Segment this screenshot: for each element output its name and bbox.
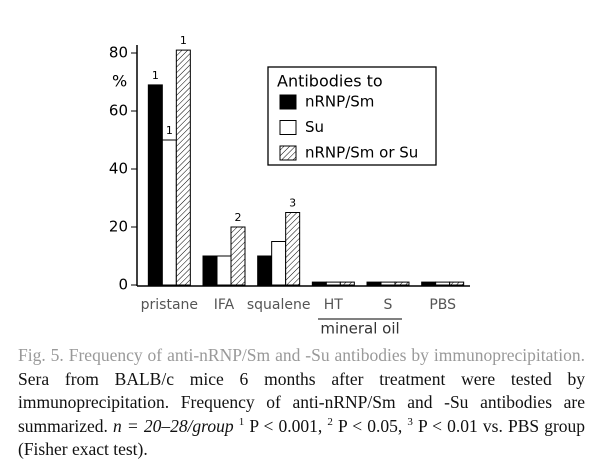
x-tick-label: pristane	[141, 297, 198, 313]
bar	[175, 49, 191, 286]
legend-label: nRNP/Sm	[305, 93, 374, 111]
chart: % mineral oil Antibodies to 0 20 40 60 80 pri…	[109, 34, 470, 338]
bar	[435, 281, 451, 286]
caption-body: Sera from BALB/c mice 6 months after tre…	[18, 368, 585, 436]
bar	[202, 255, 218, 286]
x-tick-label: S	[384, 297, 393, 313]
footnote-text: P < 0.001,	[249, 415, 323, 436]
bar	[366, 281, 382, 286]
significance-label: 1	[166, 124, 173, 137]
bar	[230, 226, 246, 286]
caption-title: Frequency of anti-nRNP/Sm and -Su antibo…	[68, 345, 586, 365]
bar	[257, 255, 273, 286]
y-tick-label: 40	[109, 160, 128, 178]
bar	[311, 281, 327, 286]
bar	[271, 241, 287, 286]
y-tick-label: 0	[118, 276, 128, 294]
bar	[421, 281, 437, 286]
bar	[216, 255, 232, 286]
y-tick-label: 80	[109, 44, 128, 62]
significance-label: 2	[235, 211, 242, 224]
footnote-text: P < 0.05,	[338, 415, 403, 436]
legend-label: nRNP/Sm or Su	[305, 144, 418, 162]
footnote-mark: 1	[238, 415, 245, 428]
y-tick-label: 20	[109, 218, 128, 236]
caption-label: Fig. 5.	[18, 345, 64, 365]
legend-swatch	[279, 94, 297, 110]
significance-label: 1	[152, 69, 159, 82]
legend-swatch	[279, 145, 297, 161]
bar	[339, 281, 355, 286]
x-tick-label: squalene	[247, 297, 311, 313]
legend-label: Su	[305, 118, 324, 136]
x-tick-label: HT	[324, 297, 344, 313]
legend-swatch	[279, 120, 297, 135]
significance-label: 1	[180, 34, 187, 47]
bar	[285, 212, 301, 286]
y-tick-label: 60	[109, 102, 128, 120]
x-tick-label: PBS	[429, 297, 456, 313]
footnote-text: P < 0.01 vs. PBS group (Fisher exact tes…	[18, 415, 586, 460]
bar	[325, 281, 341, 286]
bar	[147, 84, 163, 286]
x-tick-label: IFA	[214, 297, 235, 313]
bar	[394, 281, 410, 286]
legend-title: Antibodies to	[277, 72, 383, 91]
footnote-mark: 3	[407, 415, 413, 428]
group-label: mineral oil	[320, 320, 399, 338]
bar	[449, 281, 465, 286]
significance-label: 3	[289, 197, 296, 210]
footnote-mark: 2	[327, 415, 333, 428]
bar	[380, 281, 396, 286]
caption: Fig. 5. Frequency of anti-nRNP/Sm and -S…	[18, 344, 585, 462]
bar	[161, 139, 177, 286]
y-axis-label: %	[112, 72, 127, 91]
caption-n: n = 20–28/group	[113, 415, 234, 436]
